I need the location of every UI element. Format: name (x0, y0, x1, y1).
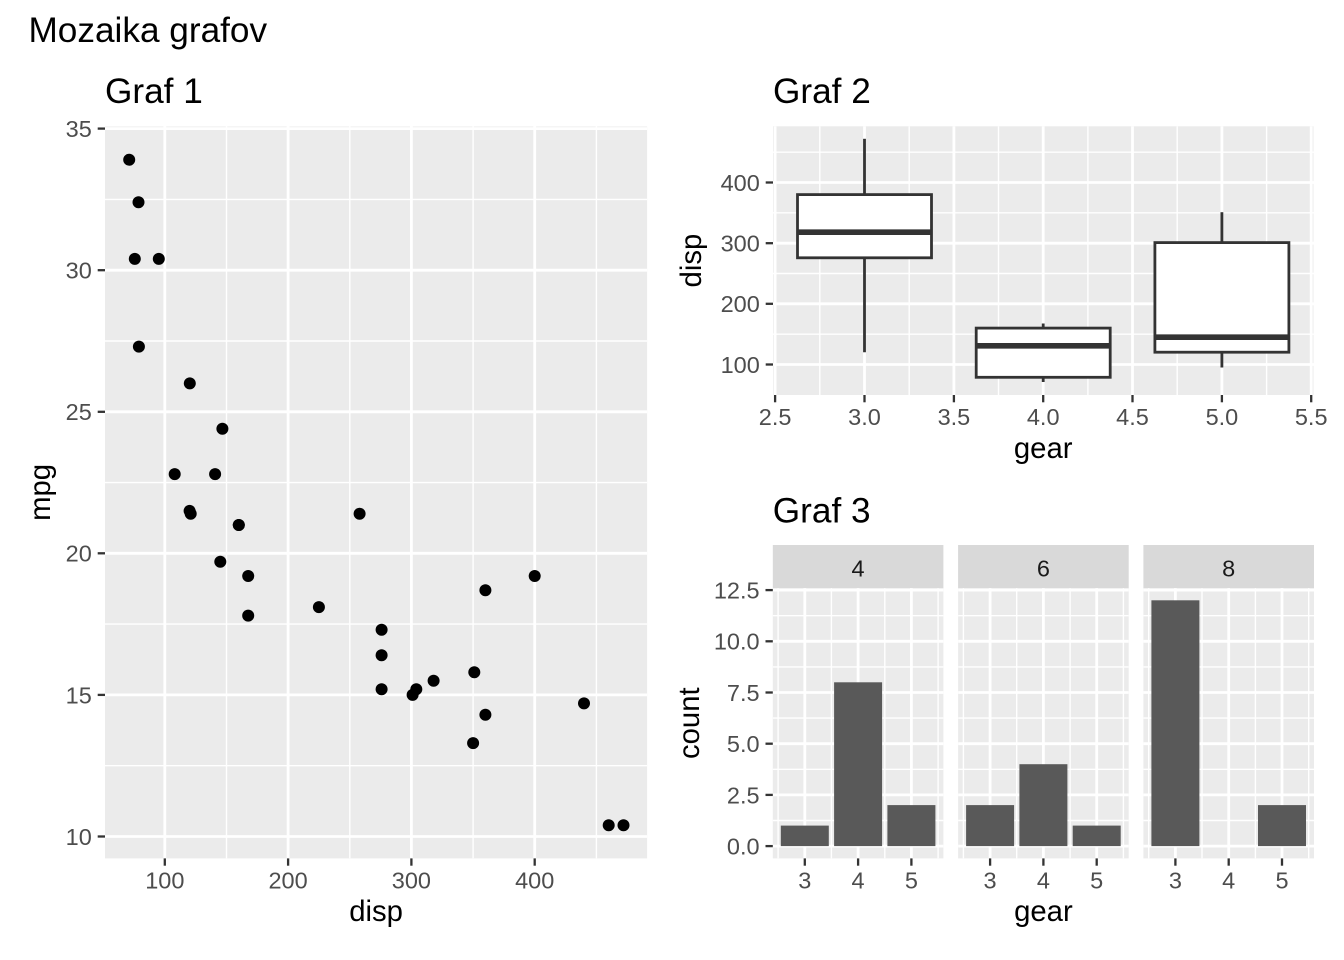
svg-text:25: 25 (66, 399, 92, 425)
svg-text:5: 5 (1275, 867, 1288, 893)
svg-text:20: 20 (66, 541, 92, 567)
svg-text:300: 300 (392, 867, 431, 893)
svg-text:5.0: 5.0 (1206, 404, 1239, 430)
svg-text:5.5: 5.5 (1295, 404, 1328, 430)
svg-text:4.0: 4.0 (1027, 404, 1060, 430)
svg-text:100: 100 (721, 352, 760, 378)
svg-text:4: 4 (852, 867, 865, 893)
svg-text:35: 35 (66, 116, 92, 142)
svg-text:12.5: 12.5 (714, 578, 760, 604)
svg-text:100: 100 (145, 867, 184, 893)
svg-text:5.0: 5.0 (727, 731, 760, 757)
svg-text:8: 8 (1222, 555, 1235, 581)
svg-text:4.5: 4.5 (1116, 404, 1149, 430)
svg-text:200: 200 (268, 867, 307, 893)
svg-text:3: 3 (798, 867, 811, 893)
svg-text:0.0: 0.0 (727, 834, 760, 860)
svg-text:disp: disp (349, 895, 403, 928)
svg-text:Graf 3: Graf 3 (773, 491, 871, 530)
svg-text:2.5: 2.5 (727, 782, 760, 808)
svg-text:2.5: 2.5 (759, 404, 792, 430)
svg-text:6: 6 (1037, 555, 1050, 581)
svg-text:gear: gear (1014, 895, 1073, 928)
svg-text:gear: gear (1014, 432, 1073, 465)
svg-text:5: 5 (1090, 867, 1103, 893)
svg-text:30: 30 (66, 258, 92, 284)
svg-text:15: 15 (66, 682, 92, 708)
svg-text:4: 4 (1037, 867, 1050, 893)
svg-text:10: 10 (66, 824, 92, 850)
svg-text:7.5: 7.5 (727, 680, 760, 706)
svg-text:count: count (673, 687, 706, 759)
svg-text:10.0: 10.0 (714, 629, 760, 655)
svg-text:Mozaika grafov: Mozaika grafov (29, 11, 268, 50)
svg-text:mpg: mpg (24, 464, 57, 521)
svg-text:400: 400 (721, 170, 760, 196)
svg-text:Graf 2: Graf 2 (773, 72, 871, 111)
svg-text:400: 400 (515, 867, 554, 893)
svg-text:5: 5 (905, 867, 918, 893)
svg-text:disp: disp (675, 234, 708, 288)
svg-text:3: 3 (984, 867, 997, 893)
svg-text:3: 3 (1169, 867, 1182, 893)
svg-text:200: 200 (721, 291, 760, 317)
svg-text:4: 4 (852, 555, 865, 581)
svg-text:300: 300 (721, 231, 760, 257)
svg-text:3.5: 3.5 (938, 404, 971, 430)
svg-text:4: 4 (1222, 867, 1235, 893)
svg-text:3.0: 3.0 (848, 404, 881, 430)
svg-text:Graf 1: Graf 1 (105, 72, 203, 111)
